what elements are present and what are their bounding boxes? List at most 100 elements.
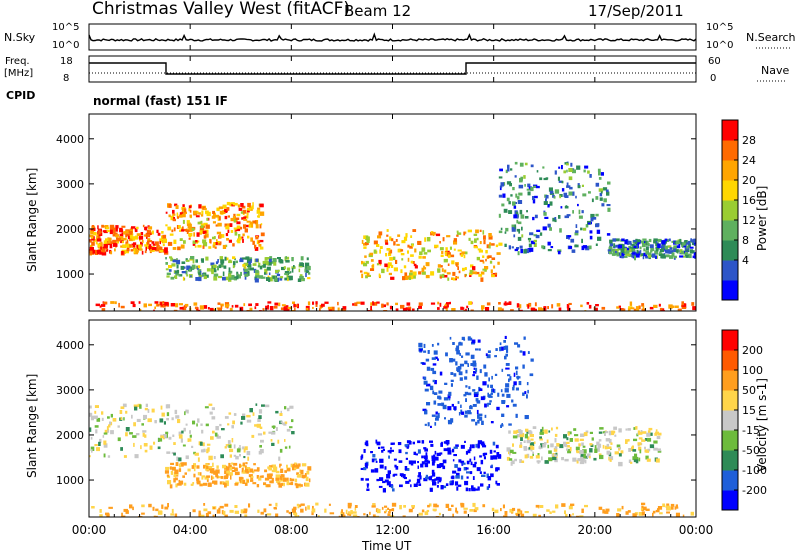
velocity-cell <box>382 448 385 451</box>
velocity-cell <box>91 449 93 453</box>
velocity-cell <box>478 416 483 421</box>
power-cell <box>142 224 145 228</box>
power-cell <box>425 262 430 267</box>
velocity-cell <box>203 503 206 506</box>
velocity-cell <box>604 432 606 436</box>
velocity-cell <box>169 484 173 489</box>
power-cell <box>297 278 302 282</box>
power-cell <box>390 264 394 268</box>
velocity-cell <box>200 423 203 426</box>
power-cell <box>182 207 185 212</box>
velocity-cell <box>501 400 506 403</box>
power-cell <box>240 226 243 230</box>
power-cell <box>601 203 605 207</box>
velocity-cell <box>433 392 438 395</box>
power-cell <box>183 211 187 214</box>
power-cell <box>217 259 219 263</box>
velocity-cell <box>96 447 100 452</box>
velocity-cell <box>469 509 474 512</box>
power-cell <box>499 186 502 191</box>
velocity-cell <box>241 467 244 472</box>
velocity-cell <box>103 443 108 448</box>
power-cell <box>520 214 525 219</box>
velocity-cell <box>564 510 566 515</box>
power-cell <box>327 306 333 310</box>
power-cell <box>650 250 653 253</box>
power-cell <box>649 306 654 310</box>
velocity-cell <box>513 430 518 434</box>
velocity-cell <box>511 399 514 403</box>
velocity-cell <box>511 460 515 465</box>
velocity-cell <box>575 446 580 451</box>
velocity-cell <box>569 514 572 517</box>
power-cell <box>516 219 519 224</box>
velocity-cell <box>436 485 439 488</box>
velocity-cell <box>228 472 233 476</box>
velocity-cell <box>665 505 670 508</box>
power-cell <box>679 255 684 258</box>
velocity-cell <box>481 420 484 425</box>
velocity-cell <box>213 506 216 510</box>
power-cell <box>630 307 635 310</box>
power-cell <box>267 261 272 266</box>
power-cell <box>218 242 222 246</box>
velocity-cell <box>291 419 294 423</box>
power-cell <box>601 306 606 310</box>
power-cell <box>249 307 253 311</box>
velocity-cell <box>379 477 384 481</box>
velocity-cell <box>207 482 212 487</box>
velocity-cell <box>202 482 208 486</box>
power-cell <box>508 210 513 214</box>
velocity-cell <box>463 510 467 514</box>
power-cell <box>606 204 611 207</box>
power-cell <box>249 221 254 225</box>
power-cell <box>636 253 640 258</box>
velocity-cell <box>422 362 426 365</box>
power-cell <box>445 303 449 307</box>
power-cell <box>671 252 675 257</box>
power-cell <box>403 265 407 269</box>
power-cell <box>191 264 196 269</box>
power-cell <box>446 302 451 305</box>
velocity-cell <box>451 403 454 407</box>
velocity-cell <box>471 485 474 490</box>
velocity-cell <box>437 395 441 399</box>
power-cell <box>549 192 555 195</box>
velocity-cell <box>147 418 152 423</box>
velocity-ylabel: Slant Range [km] <box>25 374 39 478</box>
power-cell <box>585 224 589 228</box>
power-cell <box>95 242 98 245</box>
velocity-cell <box>125 410 128 414</box>
velocity-cell <box>437 358 439 361</box>
power-cell <box>125 249 129 254</box>
velocity-cell <box>234 505 238 508</box>
velocity-cell <box>252 412 255 416</box>
power-cell <box>227 229 230 233</box>
power-cell <box>676 245 680 249</box>
power-cell <box>631 248 636 252</box>
power-cell <box>397 234 401 237</box>
power-cell <box>667 245 672 248</box>
velocity-cell <box>439 452 443 455</box>
velocity-cell <box>91 506 95 509</box>
velocity-cell <box>452 459 455 462</box>
velocity-cell <box>476 467 481 472</box>
power-cell <box>258 240 261 244</box>
nsky-tick-top: 10^5 <box>52 22 79 33</box>
velocity-cell <box>465 487 469 492</box>
freq-unit: [MHz] <box>4 68 33 79</box>
velocity-cell <box>641 502 644 505</box>
velocity-cell <box>196 477 200 481</box>
colorbar-tick-label: 24 <box>742 154 756 167</box>
velocity-cell <box>599 427 604 430</box>
velocity-cell <box>280 476 283 481</box>
velocity-cell <box>370 451 373 454</box>
velocity-cell <box>253 469 258 472</box>
velocity-cell <box>408 460 413 465</box>
power-cell <box>94 251 99 255</box>
velocity-cell <box>296 472 299 475</box>
power-cell <box>161 231 164 234</box>
power-cell <box>524 248 530 254</box>
power-cell <box>541 245 544 249</box>
